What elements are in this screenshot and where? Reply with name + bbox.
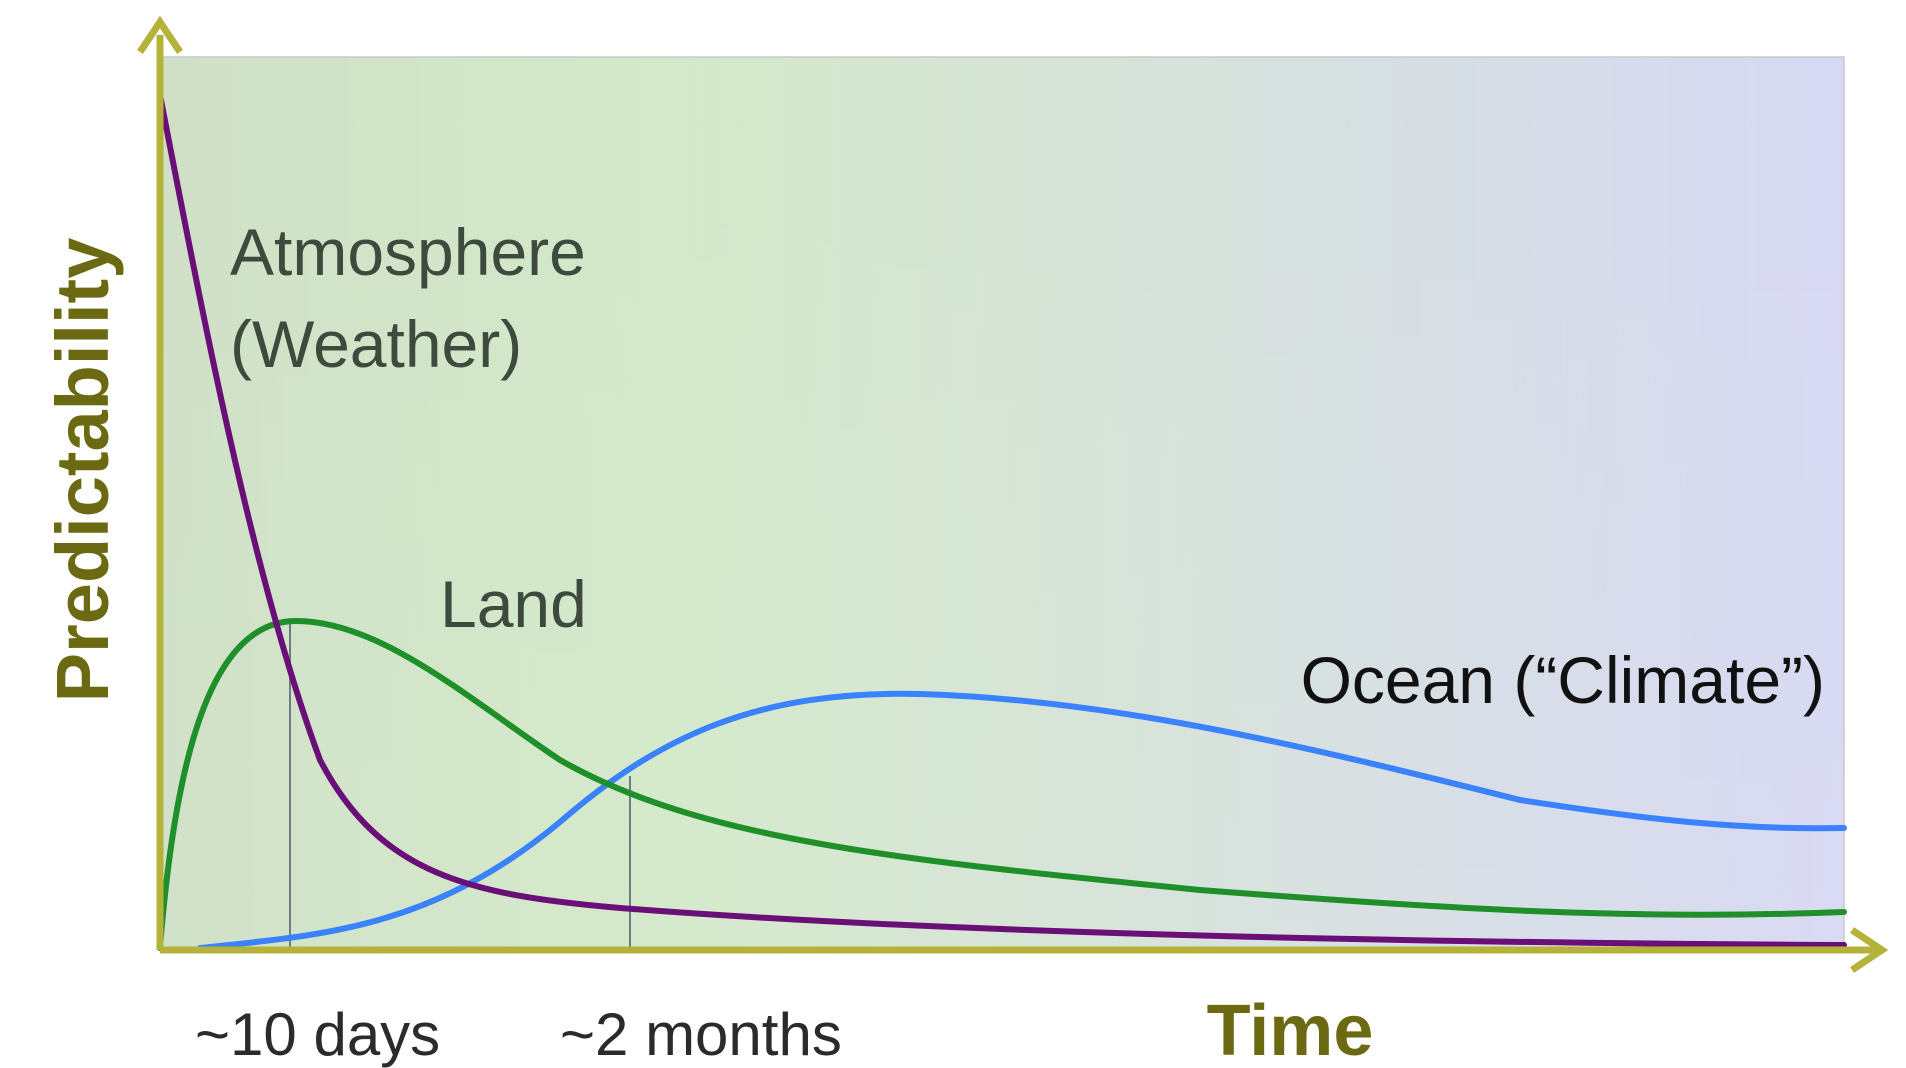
atmosphere-curve: [157, 92, 1847, 948]
ocean-label: Ocean (“Climate”): [1301, 643, 1825, 717]
land-label: Land: [440, 567, 587, 641]
ocean-curve: [197, 690, 1847, 951]
atmosphere-label-line1: Atmosphere: [230, 215, 586, 289]
xtick-10-days: ~10 days: [195, 1001, 440, 1068]
x-axis-arrow-icon: [1850, 927, 1889, 973]
atmosphere-label-line2: (Weather): [230, 307, 522, 381]
xtick-2-months: ~2 months: [560, 1001, 842, 1068]
land-curve: [157, 617, 1847, 951]
plot-overlay: [160, 57, 1844, 950]
y-axis-arrow-icon: [137, 15, 183, 54]
x-axis-label: Time: [1207, 991, 1374, 1068]
y-axis-label: Predictability: [41, 238, 124, 703]
